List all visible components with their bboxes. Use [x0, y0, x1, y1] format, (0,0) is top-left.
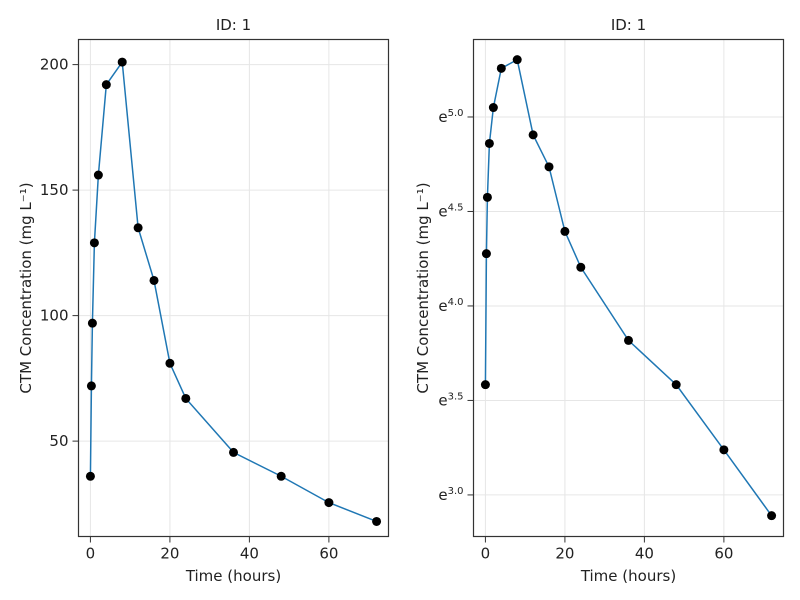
- y-tick-label: 200: [40, 56, 69, 74]
- x-tick-label: 60: [714, 545, 733, 563]
- data-point: [512, 55, 522, 65]
- x-axis-label-log: Time (hours): [580, 567, 676, 585]
- panel-log: 0 20 40 60 e3.0 e3.5 e4.0 e4.5 e5.0 ID: 1 Time (…: [414, 16, 785, 585]
- y-tick-label: 100: [40, 307, 69, 325]
- series-log: [480, 55, 777, 521]
- data-point: [86, 381, 96, 391]
- plot-area-linear: [78, 39, 389, 537]
- y-tick-label: e3.0: [438, 486, 463, 504]
- plot-frame-log: [472, 38, 785, 538]
- data-point: [576, 262, 586, 272]
- x-axis-label-linear: Time (hours): [185, 567, 281, 585]
- data-point: [117, 57, 127, 67]
- y-axis-label-log: CTM Concentration (mg L⁻¹): [414, 182, 432, 393]
- y-tick-label: e3.5: [438, 391, 463, 409]
- data-point: [85, 471, 95, 481]
- data-point: [482, 192, 492, 202]
- data-point: [276, 471, 286, 481]
- data-point: [229, 447, 238, 457]
- panel-linear: 0 20 40 60 50 100 150 200 ID: 1 Time (hours) CT…: [17, 16, 390, 585]
- y-tick-label: e5.0: [438, 108, 463, 126]
- data-point: [149, 275, 159, 285]
- data-point: [544, 162, 554, 172]
- x-tick-label: 0: [86, 545, 96, 563]
- ticks-linear: 0 20 40 60 50 100 150 200: [40, 56, 339, 563]
- data-point: [165, 358, 175, 368]
- x-tick-label: 60: [319, 545, 338, 563]
- panel-title-linear: ID: 1: [216, 16, 251, 34]
- data-point: [528, 130, 538, 140]
- data-point: [719, 445, 729, 455]
- data-point: [767, 511, 777, 521]
- y-tick-label: 150: [40, 181, 69, 199]
- x-tick-label: 40: [240, 545, 259, 563]
- data-point: [93, 170, 103, 180]
- grid-log: [473, 39, 784, 537]
- data-point: [488, 103, 498, 113]
- series-linear: [85, 57, 382, 526]
- data-point: [133, 223, 143, 233]
- data-point: [87, 318, 97, 328]
- data-point: [671, 380, 681, 390]
- data-point: [481, 249, 491, 259]
- data-point: [101, 80, 111, 90]
- data-point: [624, 335, 633, 345]
- data-point: [560, 226, 570, 236]
- x-tick-label: 20: [160, 545, 179, 563]
- data-point: [372, 516, 382, 526]
- x-tick-label: 40: [635, 545, 654, 563]
- panel-title-log: ID: 1: [611, 16, 646, 34]
- data-point: [480, 380, 490, 390]
- data-point: [484, 138, 494, 148]
- y-tick-label: e4.5: [438, 202, 463, 220]
- x-tick-label: 0: [481, 545, 491, 563]
- data-point: [89, 238, 99, 248]
- data-point: [496, 63, 506, 73]
- plot-frame-linear: [77, 38, 390, 538]
- y-tick-label: e4.0: [438, 297, 463, 315]
- data-point: [181, 393, 191, 403]
- ticks-log: 0 20 40 60 e3.0 e3.5 e4.0 e4.5 e5.0: [438, 108, 733, 563]
- x-tick-label: 20: [555, 545, 574, 563]
- y-tick-label: 50: [49, 432, 68, 450]
- y-axis-label-linear: CTM Concentration (mg L⁻¹): [17, 182, 35, 393]
- plot-area-log: [473, 39, 784, 537]
- data-point: [324, 498, 334, 508]
